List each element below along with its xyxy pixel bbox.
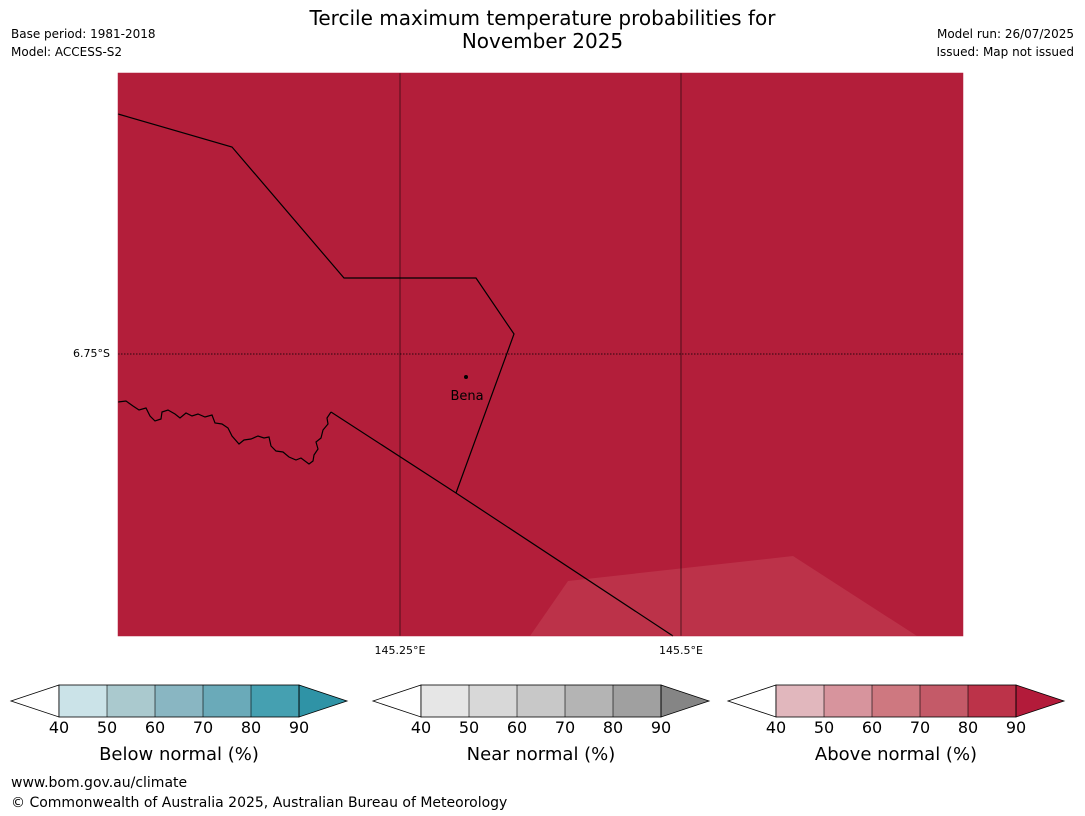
town-marker [464,375,468,379]
below-tick-50: 50 [96,718,118,737]
map-title: Tercile maximum temperature probabilitie… [0,7,1085,53]
colorbar-below-label: Below normal (%) [99,744,259,765]
above-tick-40: 40 [765,718,787,737]
colorbar-near-max-arrow [660,684,711,718]
above-tick-60: 60 [861,718,883,737]
near-tick-90: 90 [650,718,672,737]
map-frame [117,72,964,637]
colorbar-near-min-arrow [371,684,422,718]
longitude-label-145-25: 145.25°E [374,644,426,657]
colorbar-near-seg-4 [565,685,613,717]
below-tick-80: 80 [240,718,262,737]
base-period: Base period: 1981-2018 [11,27,156,41]
colorbar-below-normal [9,684,349,718]
lower-probability-zone [530,556,917,636]
below-tick-60: 60 [144,718,166,737]
above-tick-90: 90 [1005,718,1027,737]
colorbar-below-seg-2 [107,685,155,717]
colorbar-below-max-arrow [298,684,349,718]
above-tick-80: 80 [957,718,979,737]
below-tick-90: 90 [288,718,310,737]
colorbar-below-seg-4 [203,685,251,717]
colorbar-near-seg-2 [469,685,517,717]
colorbar-near-seg-5 [613,685,661,717]
near-tick-70: 70 [554,718,576,737]
colorbar-above-seg-3 [872,685,920,717]
issued-status: Issued: Map not issued [936,45,1074,59]
model-run: Model run: 26/07/2025 [936,27,1074,41]
colorbar-below-seg-3 [155,685,203,717]
colorbar-above-normal [726,684,1066,718]
colorbar-above-frame [775,684,1017,718]
province-boundary-north [117,113,515,494]
colorbar-below-min-arrow [9,684,60,718]
province-boundary-south [330,411,674,637]
colorbar-near-seg-3 [517,685,565,717]
colorbar-above-seg-1 [776,685,824,717]
below-tick-40: 40 [48,718,70,737]
near-tick-80: 80 [602,718,624,737]
river-boundary [117,400,332,465]
colorbar-above-seg-2 [824,685,872,717]
colorbar-below-frame [58,684,300,718]
colorbar-below-seg-5 [251,685,299,717]
colorbar-near-normal [371,684,711,718]
title-line-2: November 2025 [461,29,624,53]
near-tick-60: 60 [506,718,528,737]
colorbar-above-label: Above normal (%) [814,744,978,765]
footer-url[interactable]: www.bom.gov.au/climate [11,775,188,791]
colorbar-above-seg-4 [920,685,968,717]
colorbar-near-seg-1 [421,685,469,717]
near-tick-40: 40 [410,718,432,737]
town-label: Bena [450,389,483,404]
footer-copyright: © Commonwealth of Australia 2025, Austra… [11,795,508,811]
meta-right: Model run: 26/07/2025 Issued: Map not is… [936,25,1074,61]
title-line-1: Tercile maximum temperature probabilitie… [309,6,776,30]
colorbar-below-seg-1 [59,685,107,717]
above-tick-70: 70 [909,718,931,737]
latitude-label: 6.75°S [73,347,110,360]
above-tick-50: 50 [813,718,835,737]
probability-fill [118,73,963,636]
colorbar-near-label: Near normal (%) [466,744,616,765]
colorbar-above-seg-5 [968,685,1016,717]
colorbar-above-max-arrow [1015,684,1066,718]
meta-left: Base period: 1981-2018 Model: ACCESS-S2 [11,25,156,61]
near-tick-50: 50 [458,718,480,737]
colorbar-near-frame [420,684,662,718]
colorbar-above-min-arrow [726,684,777,718]
model-name: Model: ACCESS-S2 [11,45,123,59]
below-tick-70: 70 [192,718,214,737]
longitude-label-145-5: 145.5°E [659,644,703,657]
